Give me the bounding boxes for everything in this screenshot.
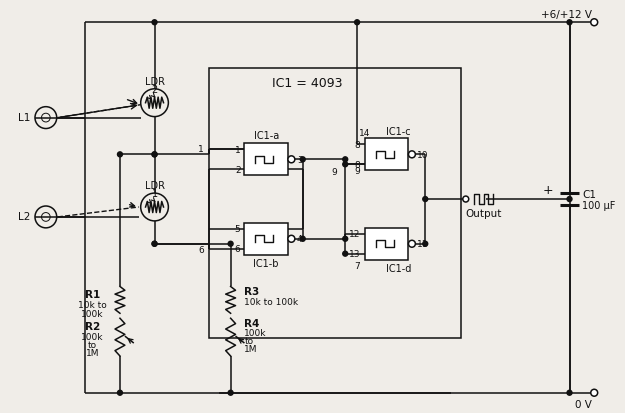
Text: 10k to 100k: 10k to 100k: [244, 297, 299, 306]
Circle shape: [152, 152, 157, 157]
Circle shape: [591, 389, 598, 396]
Text: +6/+12 V: +6/+12 V: [541, 10, 592, 20]
Text: LDR: LDR: [144, 181, 164, 191]
Text: R2: R2: [84, 321, 100, 331]
Text: 6: 6: [198, 246, 204, 254]
Circle shape: [567, 390, 572, 395]
Text: 12: 12: [349, 230, 360, 239]
Circle shape: [591, 20, 598, 27]
Text: C1: C1: [582, 190, 596, 199]
Text: 1: 1: [151, 189, 158, 199]
Text: 11: 11: [418, 240, 429, 249]
Circle shape: [228, 242, 233, 247]
Bar: [365, 228, 409, 260]
Circle shape: [342, 157, 348, 162]
Bar: [209, 69, 461, 338]
Text: 100k: 100k: [81, 309, 104, 318]
Text: 1M: 1M: [86, 348, 99, 357]
Text: 4: 4: [297, 235, 302, 244]
Circle shape: [152, 242, 157, 247]
Text: 9: 9: [354, 166, 360, 175]
Text: 6: 6: [235, 244, 241, 254]
Text: 8: 8: [354, 160, 360, 169]
Circle shape: [567, 197, 572, 202]
Circle shape: [152, 152, 157, 157]
Bar: [244, 144, 288, 176]
Circle shape: [118, 152, 122, 157]
Text: 13: 13: [349, 249, 360, 259]
Text: 14: 14: [359, 129, 371, 138]
Text: 3: 3: [297, 155, 302, 164]
Text: to: to: [88, 340, 97, 349]
Text: R3: R3: [244, 287, 260, 297]
Text: IC1 = 4093: IC1 = 4093: [272, 77, 343, 90]
Circle shape: [118, 390, 122, 395]
Text: to: to: [244, 336, 254, 345]
Text: L1: L1: [18, 112, 30, 122]
Circle shape: [300, 237, 305, 242]
Text: R4: R4: [244, 318, 260, 328]
Circle shape: [462, 197, 469, 202]
Circle shape: [409, 241, 416, 248]
Text: 2: 2: [235, 165, 241, 174]
Text: R1: R1: [84, 290, 100, 300]
Text: 100 µF: 100 µF: [582, 201, 616, 211]
Text: 5: 5: [235, 225, 241, 234]
Circle shape: [342, 252, 348, 256]
Text: IC1-c: IC1-c: [386, 126, 411, 136]
Text: 100k: 100k: [81, 332, 104, 341]
Text: IC1-d: IC1-d: [386, 263, 411, 273]
Circle shape: [342, 162, 348, 167]
Circle shape: [422, 242, 428, 247]
Circle shape: [409, 152, 416, 159]
Text: 0 V: 0 V: [576, 399, 592, 409]
Text: 2: 2: [151, 85, 158, 95]
Text: LDR: LDR: [144, 77, 164, 87]
Text: 10k to: 10k to: [78, 300, 107, 309]
Text: 8: 8: [354, 140, 360, 150]
Text: 1: 1: [235, 145, 241, 154]
Bar: [365, 139, 409, 171]
Text: 1: 1: [198, 145, 204, 154]
Circle shape: [354, 21, 359, 26]
Text: IC1-a: IC1-a: [254, 131, 279, 141]
Circle shape: [152, 21, 157, 26]
Circle shape: [288, 157, 295, 164]
Circle shape: [152, 242, 157, 247]
Circle shape: [567, 21, 572, 26]
Text: 1M: 1M: [244, 344, 258, 353]
Text: 7: 7: [354, 261, 360, 271]
Text: L2: L2: [18, 211, 30, 221]
Circle shape: [422, 197, 428, 202]
Text: 10: 10: [418, 150, 429, 159]
Circle shape: [342, 237, 348, 242]
Circle shape: [228, 390, 233, 395]
Bar: [244, 223, 288, 255]
Text: IC1-b: IC1-b: [253, 258, 279, 268]
Text: Output: Output: [466, 209, 502, 218]
Text: 9: 9: [332, 167, 338, 176]
Text: 100k: 100k: [244, 328, 267, 337]
Circle shape: [288, 236, 295, 243]
Circle shape: [300, 157, 305, 162]
Text: +: +: [543, 183, 554, 196]
